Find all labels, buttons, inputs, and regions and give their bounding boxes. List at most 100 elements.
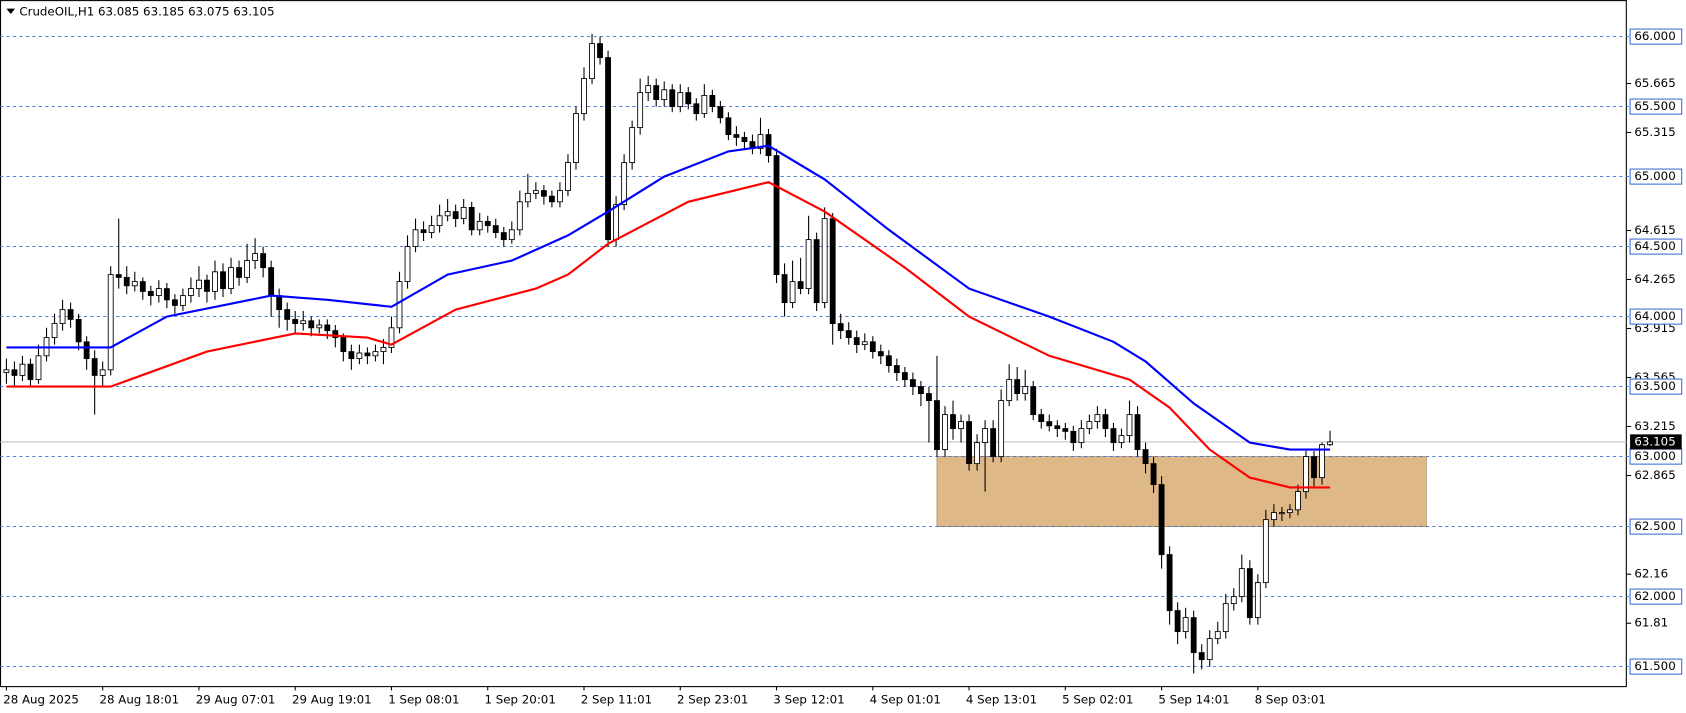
candle-body — [789, 281, 796, 304]
candle-body — [252, 253, 259, 262]
candle-body — [725, 117, 732, 136]
candle-body — [348, 351, 355, 360]
candle-body — [67, 309, 74, 320]
candle-body — [661, 89, 668, 101]
x-tick-label: 28 Aug 2025 — [3, 693, 79, 707]
candle-body — [990, 428, 997, 458]
candle-body — [589, 43, 595, 80]
candle-body — [476, 220, 483, 231]
level-label-box — [1629, 518, 1683, 535]
level-label: 63.000 — [1634, 449, 1675, 463]
candle-body — [284, 309, 291, 320]
candle-body — [83, 341, 90, 360]
candle-body — [155, 288, 162, 297]
candle-body — [1206, 638, 1213, 661]
candle-body — [204, 279, 210, 292]
candle-body — [557, 190, 563, 203]
candle-body — [1246, 568, 1253, 619]
y-tick-label: 62.16 — [1634, 567, 1668, 581]
candle-body — [573, 113, 579, 164]
candle-body — [508, 229, 515, 241]
candle-body — [837, 323, 844, 332]
candle-body — [1006, 379, 1013, 402]
candle-body — [428, 225, 435, 234]
candle-body — [1174, 610, 1181, 633]
candle-body — [1054, 425, 1061, 430]
candle-body — [797, 281, 804, 290]
candle-body — [388, 327, 395, 348]
candle-body — [107, 274, 114, 371]
candle-body — [950, 414, 956, 430]
x-tick-label: 29 Aug 07:01 — [196, 693, 276, 707]
level-label: 61.500 — [1634, 659, 1675, 673]
support-zone — [936, 456, 1427, 527]
candle-body — [147, 290, 154, 297]
candle-body — [741, 136, 748, 143]
candle-body — [926, 393, 932, 402]
x-tick-label: 28 Aug 18:01 — [99, 693, 179, 707]
x-tick-label: 8 Sep 03:01 — [1255, 693, 1326, 707]
candle-body — [733, 134, 740, 138]
candle-body — [934, 400, 940, 451]
candle-body — [452, 211, 459, 220]
candle-body — [340, 337, 347, 353]
current-price-box — [1630, 434, 1682, 450]
candle-body — [1062, 428, 1069, 432]
candle-body — [91, 358, 98, 376]
level-label: 62.500 — [1634, 519, 1675, 533]
candle-body — [717, 106, 724, 119]
symbol-menu-arrow — [6, 8, 16, 15]
candle-body — [1094, 414, 1101, 423]
x-tick-label: 1 Sep 08:01 — [388, 693, 459, 707]
x-tick-label: 5 Sep 14:01 — [1158, 693, 1229, 707]
candle-body — [1134, 414, 1141, 451]
candle-body — [484, 220, 491, 227]
candle-body — [372, 351, 379, 357]
candle-body — [75, 318, 82, 343]
candle-body — [276, 295, 283, 311]
candle-body — [51, 323, 58, 339]
candle-body — [613, 204, 620, 241]
candle-body — [131, 281, 138, 287]
level-label-box — [1629, 28, 1683, 45]
level-label: 65.500 — [1634, 99, 1675, 113]
candle-body — [597, 43, 603, 59]
candle-body — [653, 85, 660, 101]
candle-body — [581, 78, 587, 115]
candle-body — [1262, 519, 1269, 584]
candle-body — [292, 318, 299, 325]
x-tick-label: 2 Sep 11:01 — [581, 693, 652, 707]
candle-body — [918, 386, 924, 395]
candle-body — [468, 206, 475, 231]
candle-body — [244, 260, 250, 278]
candle-body — [966, 421, 972, 465]
candle-body — [1287, 509, 1293, 514]
candle-body — [356, 352, 363, 360]
candle-body — [1078, 428, 1085, 444]
candle-body — [1022, 386, 1029, 395]
x-tick-label: 4 Sep 13:01 — [966, 693, 1037, 707]
candle-body — [196, 279, 202, 290]
candle-body — [1278, 512, 1285, 515]
candle-body — [1198, 652, 1205, 661]
candle-body — [444, 211, 451, 217]
candle-body — [773, 155, 780, 276]
candle-body — [942, 414, 948, 451]
candle-body — [805, 239, 812, 290]
candle-body — [853, 337, 860, 346]
candle-body — [1303, 456, 1309, 493]
candle-body — [268, 267, 275, 297]
candle-body — [1150, 463, 1157, 486]
level-label-box — [1629, 238, 1683, 255]
candle-body — [958, 421, 964, 430]
candle-body — [1158, 484, 1165, 556]
candle-body — [1270, 512, 1277, 521]
candle-body — [909, 379, 916, 388]
candle-body — [1327, 441, 1333, 446]
candle-body — [701, 94, 708, 115]
candle-body — [845, 330, 852, 339]
level-label-box — [1629, 658, 1683, 675]
candle-body — [1254, 582, 1261, 619]
candle-body — [781, 274, 788, 304]
